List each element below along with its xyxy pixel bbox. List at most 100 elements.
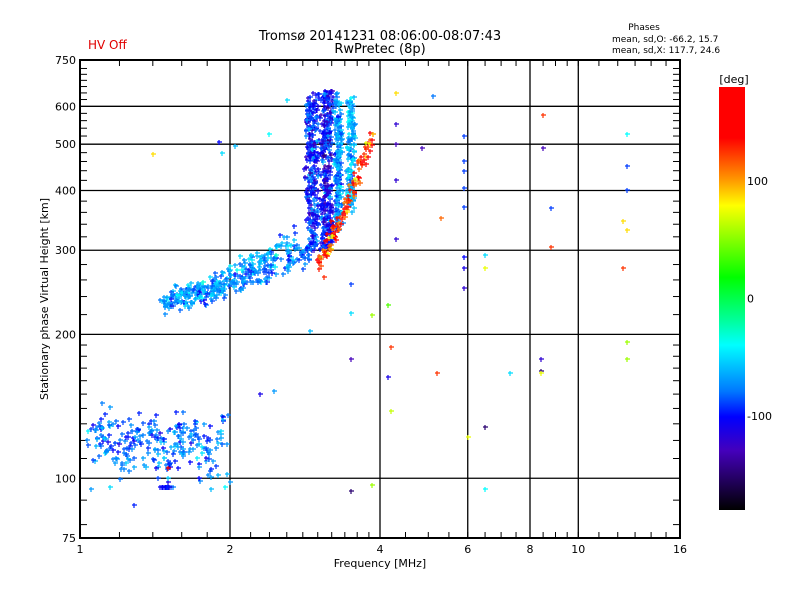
- data-point: [207, 457, 212, 462]
- data-point: [268, 247, 273, 252]
- data-point: [315, 139, 320, 144]
- data-point: [135, 430, 140, 435]
- x-tick-label: 1: [77, 543, 84, 556]
- data-point: [225, 472, 230, 477]
- data-point: [310, 147, 315, 152]
- data-point: [164, 303, 169, 308]
- data-point: [285, 249, 290, 254]
- data-point: [343, 197, 348, 202]
- data-point: [149, 429, 154, 434]
- data-point: [319, 257, 324, 262]
- x-tick-label: 2: [227, 543, 234, 556]
- data-point: [331, 224, 336, 229]
- data-point: [309, 143, 314, 148]
- data-point: [304, 155, 309, 160]
- data-point: [193, 419, 198, 424]
- data-point: [181, 440, 186, 445]
- data-point: [315, 239, 320, 244]
- data-point: [326, 189, 331, 194]
- data-point: [203, 285, 208, 290]
- data-point: [315, 156, 320, 161]
- data-point: [308, 171, 313, 176]
- data-point: [308, 329, 313, 334]
- data-point: [129, 441, 134, 446]
- data-point: [366, 155, 371, 160]
- data-point: [348, 99, 353, 104]
- data-point: [262, 256, 267, 261]
- data-point: [234, 289, 239, 294]
- data-point: [174, 410, 179, 415]
- data-point: [201, 280, 206, 285]
- data-point: [483, 266, 488, 271]
- data-point: [107, 423, 112, 428]
- data-point: [285, 235, 290, 240]
- data-point: [285, 98, 290, 103]
- data-point: [147, 441, 152, 446]
- data-point: [195, 456, 200, 461]
- data-point: [223, 485, 228, 490]
- data-point: [222, 296, 227, 301]
- data-point: [156, 476, 161, 481]
- data-point: [316, 104, 321, 109]
- data-point: [251, 280, 256, 285]
- data-point: [386, 375, 391, 380]
- data-point: [214, 464, 219, 469]
- data-point: [318, 197, 323, 202]
- data-point: [308, 115, 313, 120]
- colorbar: [719, 87, 745, 510]
- data-point: [362, 152, 367, 157]
- data-point: [162, 437, 167, 442]
- data-point: [147, 425, 152, 430]
- data-point: [339, 124, 344, 129]
- data-point: [130, 447, 135, 452]
- data-point: [349, 489, 354, 494]
- data-point: [320, 203, 325, 208]
- data-point: [462, 159, 467, 164]
- data-point: [145, 439, 150, 444]
- data-point: [329, 248, 334, 253]
- data-point: [352, 142, 357, 147]
- data-point: [323, 239, 328, 244]
- colorbar-tick-label: -100: [747, 410, 772, 423]
- data-point: [316, 167, 321, 172]
- data-point: [358, 181, 363, 186]
- data-points: [85, 89, 630, 508]
- data-point: [334, 120, 339, 125]
- data-point: [319, 264, 324, 269]
- data-point: [281, 272, 286, 277]
- data-point: [541, 146, 546, 151]
- data-point: [321, 248, 326, 253]
- data-point: [330, 183, 335, 188]
- data-point: [359, 155, 364, 160]
- data-point: [301, 267, 306, 272]
- data-point: [389, 345, 394, 350]
- data-point: [349, 282, 354, 287]
- data-point: [316, 223, 321, 228]
- data-point: [293, 231, 298, 236]
- data-point: [305, 246, 310, 251]
- data-point: [351, 132, 356, 137]
- data-point: [291, 258, 296, 263]
- x-tick-labels: 1 2 4 6 8 10 16: [77, 543, 688, 556]
- data-point: [309, 153, 314, 158]
- data-point: [338, 108, 343, 113]
- data-point: [122, 451, 127, 456]
- data-point: [334, 133, 339, 138]
- data-point: [258, 255, 263, 260]
- data-point: [483, 425, 488, 430]
- data-point: [351, 157, 356, 162]
- colorbar-label: [deg]: [719, 73, 748, 86]
- data-point: [287, 265, 292, 270]
- data-point: [217, 140, 222, 145]
- data-point: [312, 101, 317, 106]
- data-point: [169, 297, 174, 302]
- data-point: [274, 244, 279, 249]
- data-point: [238, 287, 243, 292]
- data-point: [99, 417, 104, 422]
- data-point: [335, 216, 340, 221]
- data-point: [625, 188, 630, 193]
- data-point: [176, 466, 181, 471]
- data-point: [161, 446, 166, 451]
- data-point: [347, 147, 352, 152]
- data-point: [311, 111, 316, 116]
